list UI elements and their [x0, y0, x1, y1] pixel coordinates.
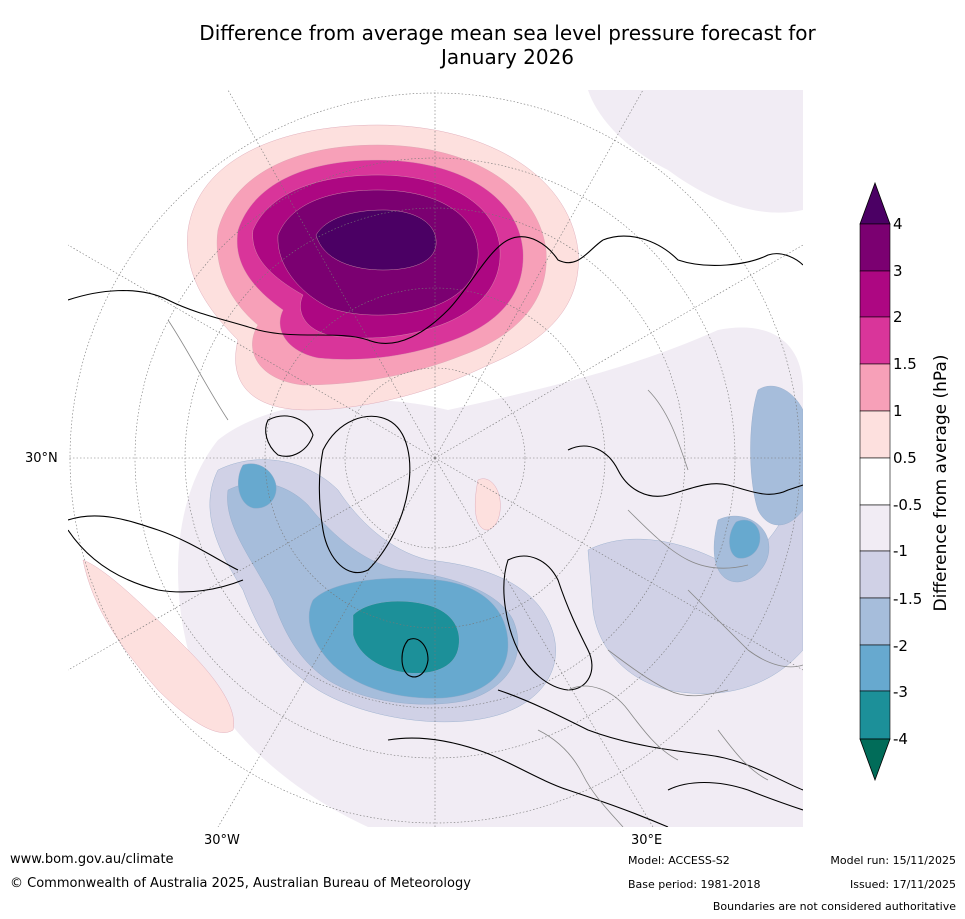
colorbar-band-2-3	[859, 270, 891, 318]
colorbar-tick: -1	[893, 542, 908, 560]
colorbar-tick: 4	[893, 215, 903, 233]
issued-date: Issued: 17/11/2025	[849, 878, 956, 891]
colorbar-band-1.5-2	[859, 316, 891, 365]
anomaly-fill-positive	[187, 124, 579, 411]
anomaly-fill-positive-small	[82, 478, 501, 733]
pressure-anomaly-map	[68, 90, 803, 827]
colorbar-tick: -4	[893, 730, 908, 748]
model-run-date: Model run: 15/11/2025	[830, 854, 956, 867]
colorbar-band-3-4	[859, 223, 891, 272]
anomaly-fill-negative-asia	[587, 385, 803, 694]
lon-label-30e: 30°E	[631, 833, 663, 848]
colorbar-band-neg1.5-neg2	[859, 597, 891, 646]
colorbar-tick: 3	[893, 262, 903, 280]
model-name: Model: ACCESS-S2	[628, 854, 730, 867]
copyright-text: © Commonwealth of Australia 2025, Austra…	[10, 876, 471, 891]
title-line-1: Difference from average mean sea level p…	[199, 21, 816, 45]
colorbar-extend-bottom	[859, 738, 891, 782]
colorbar-band-neg3-neg4	[859, 690, 891, 740]
coastlines	[68, 235, 803, 827]
boundary-disclaimer: Boundaries are not considered authoritat…	[712, 900, 956, 913]
colorbar-band-neg0.5-neg1	[859, 504, 891, 552]
colorbar-title: Difference from average (hPa)	[931, 354, 951, 612]
colorbar-band-neg2-neg3	[859, 644, 891, 692]
lat-label-30n: 30°N	[25, 451, 58, 466]
colorbar-tick: 2	[893, 308, 903, 326]
colorbar-tick: 0.5	[893, 449, 917, 467]
title-line-2: January 2026	[440, 45, 575, 69]
colorbar-tick: -1.5	[893, 590, 923, 608]
colorbar-band-neg1-neg1.5	[859, 550, 891, 599]
website-link[interactable]: www.bom.gov.au/climate	[10, 852, 174, 867]
base-period: Base period: 1981-2018	[628, 878, 761, 891]
map-title: Difference from average mean sea level p…	[120, 21, 895, 69]
anomaly-fill-negative	[209, 459, 556, 723]
colorbar-band-1-1.5	[859, 363, 891, 412]
graticule	[68, 90, 803, 827]
colorbar-tick: -2	[893, 637, 908, 655]
country-borders	[167, 319, 803, 827]
colorbar-extend-top	[859, 181, 891, 225]
colorbar-band-neutral	[859, 457, 891, 506]
colorbar-tick: 1	[893, 402, 903, 420]
colorbar-band-0.5-1	[859, 410, 891, 459]
lon-label-30w: 30°W	[204, 833, 240, 848]
colorbar-tick: 1.5	[893, 355, 917, 373]
colorbar-tick: -3	[893, 683, 908, 701]
colorbar	[859, 181, 891, 782]
colorbar-tick: -0.5	[893, 496, 923, 514]
